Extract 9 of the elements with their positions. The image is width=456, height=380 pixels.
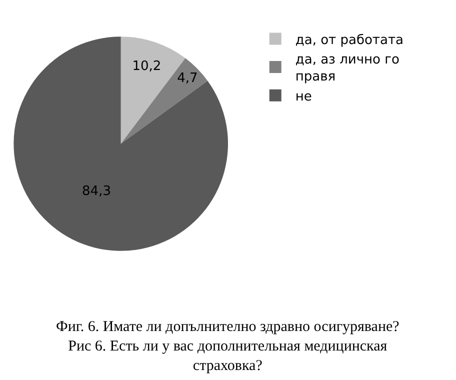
legend-label: не xyxy=(295,89,312,104)
data-label: 10,2 xyxy=(132,59,162,74)
pie-slice xyxy=(120,58,208,144)
data-label: 84,3 xyxy=(82,184,111,199)
text: Рис 6. Есть ли у вас дополнительная медицинская страховка? xyxy=(68,338,388,374)
data-label: 4,7 xyxy=(177,70,198,86)
pie-slice xyxy=(14,36,228,251)
text: Фиг. 6. Имате ли допълнително здравно осигуряване? xyxy=(56,319,400,335)
legend-label: да, от работата xyxy=(295,32,404,48)
